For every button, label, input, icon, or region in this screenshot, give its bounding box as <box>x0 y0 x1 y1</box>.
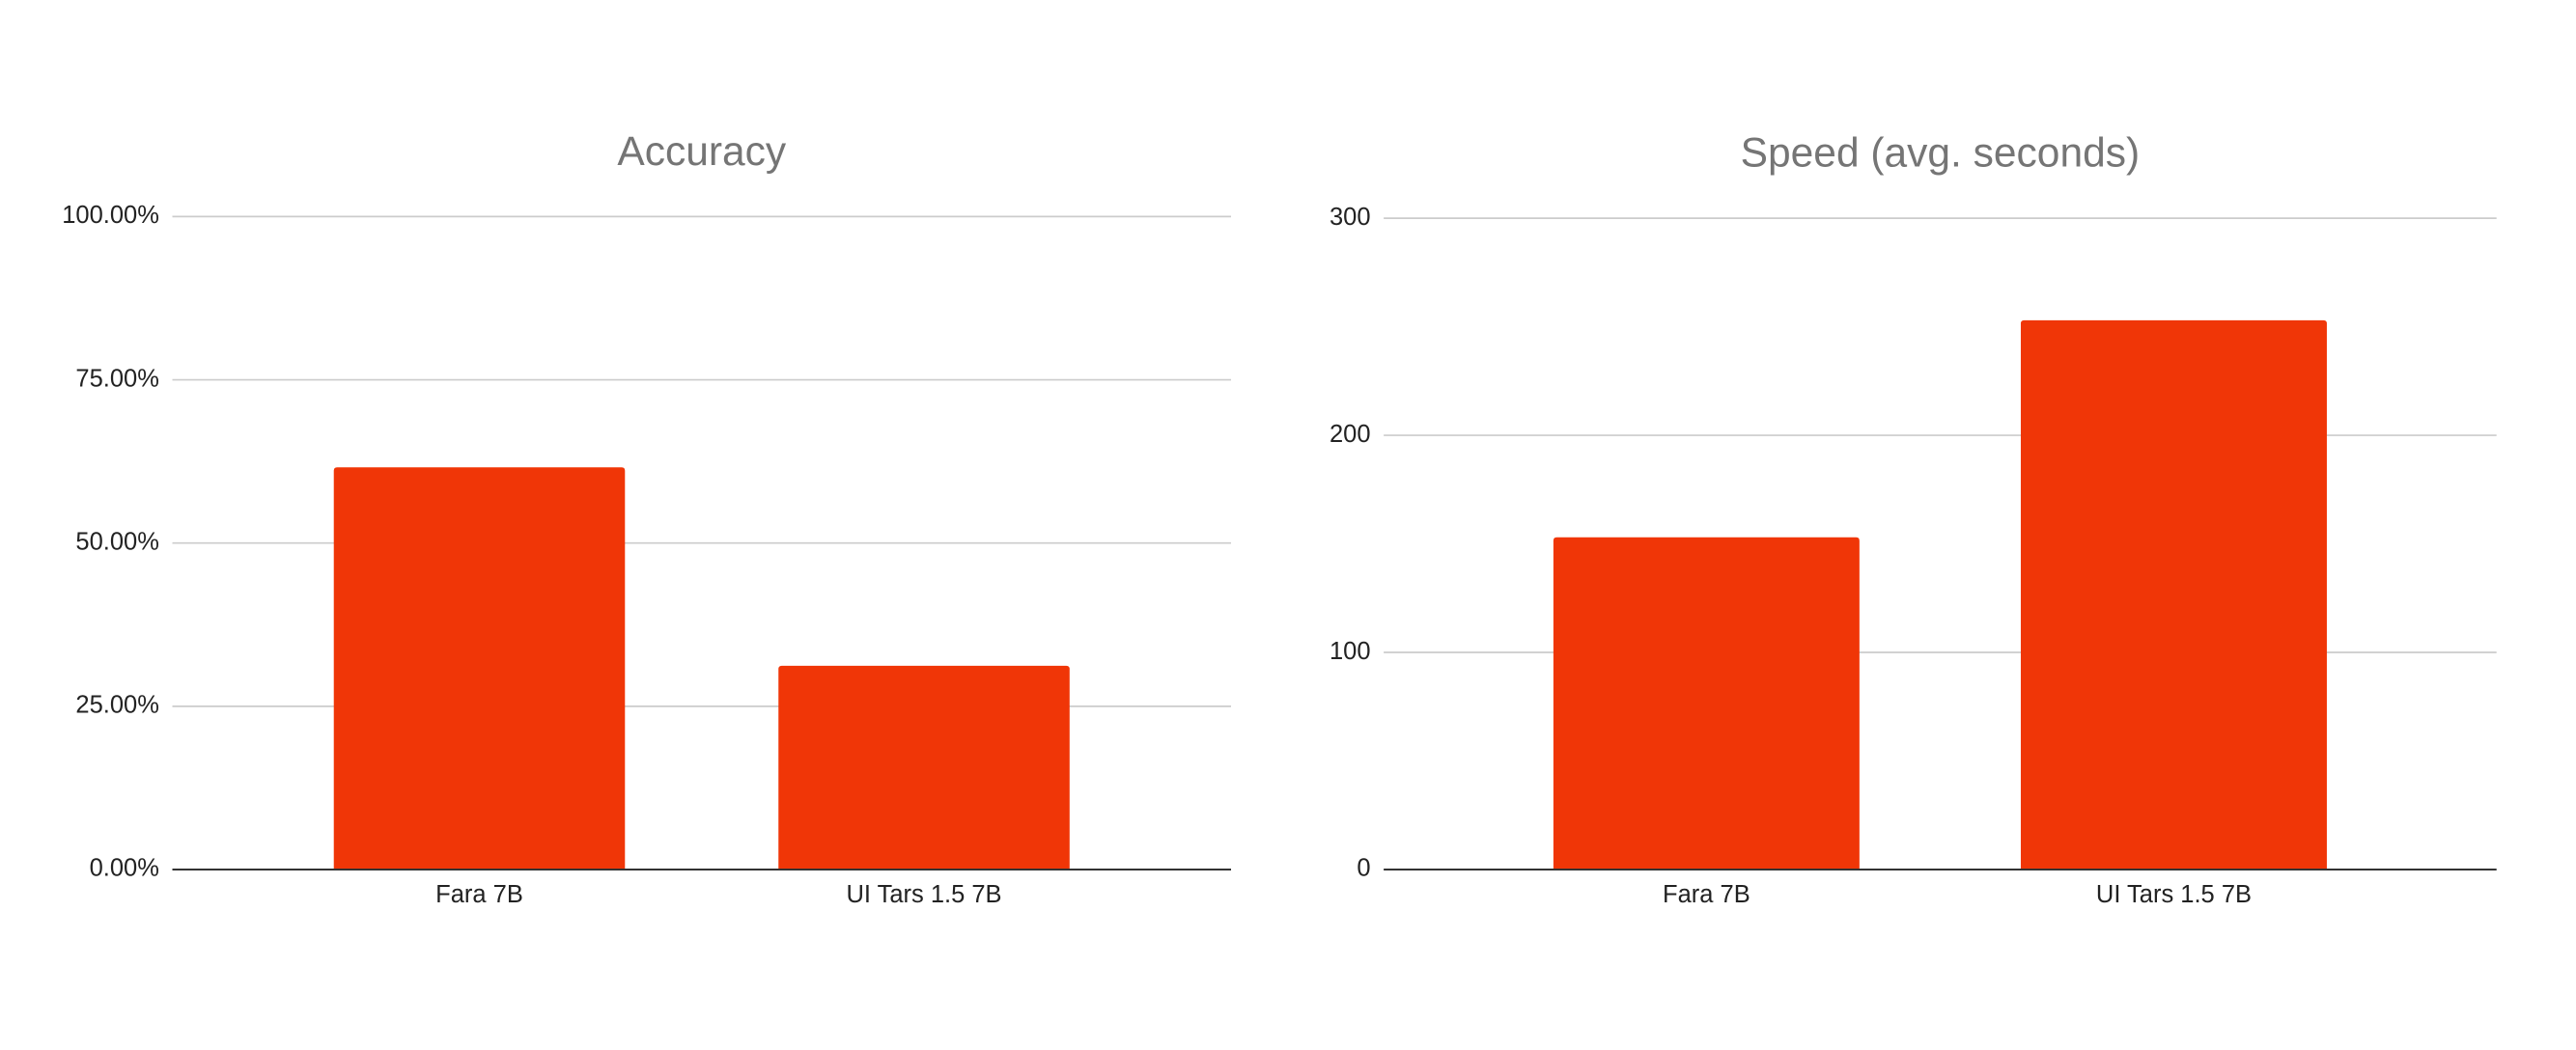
y-tick-label: 25.00% <box>75 692 158 719</box>
x-tick-label: Fara 7B <box>435 881 523 908</box>
y-tick-label: 0 <box>1357 855 1370 882</box>
y-tick-label: 50.00% <box>75 528 158 555</box>
x-tick-label: UI Tars 1.5 7B <box>846 881 1001 908</box>
bar <box>1553 537 1860 870</box>
chart-title: Speed (avg. seconds) <box>1741 131 2140 177</box>
y-tick-label: 100 <box>1330 638 1371 665</box>
y-tick-label: 300 <box>1330 204 1371 231</box>
x-tick-label: UI Tars 1.5 7B <box>2096 881 2252 908</box>
y-tick-label: 200 <box>1330 421 1371 448</box>
chart-title: Accuracy <box>617 129 787 175</box>
y-tick-label: 75.00% <box>75 365 158 392</box>
bar <box>778 665 1070 870</box>
y-tick-label: 100.00% <box>62 202 159 229</box>
bar <box>2020 319 2327 870</box>
bar <box>333 467 626 870</box>
x-tick-label: Fara 7B <box>1663 881 1750 908</box>
y-tick-label: 0.00% <box>90 855 159 882</box>
